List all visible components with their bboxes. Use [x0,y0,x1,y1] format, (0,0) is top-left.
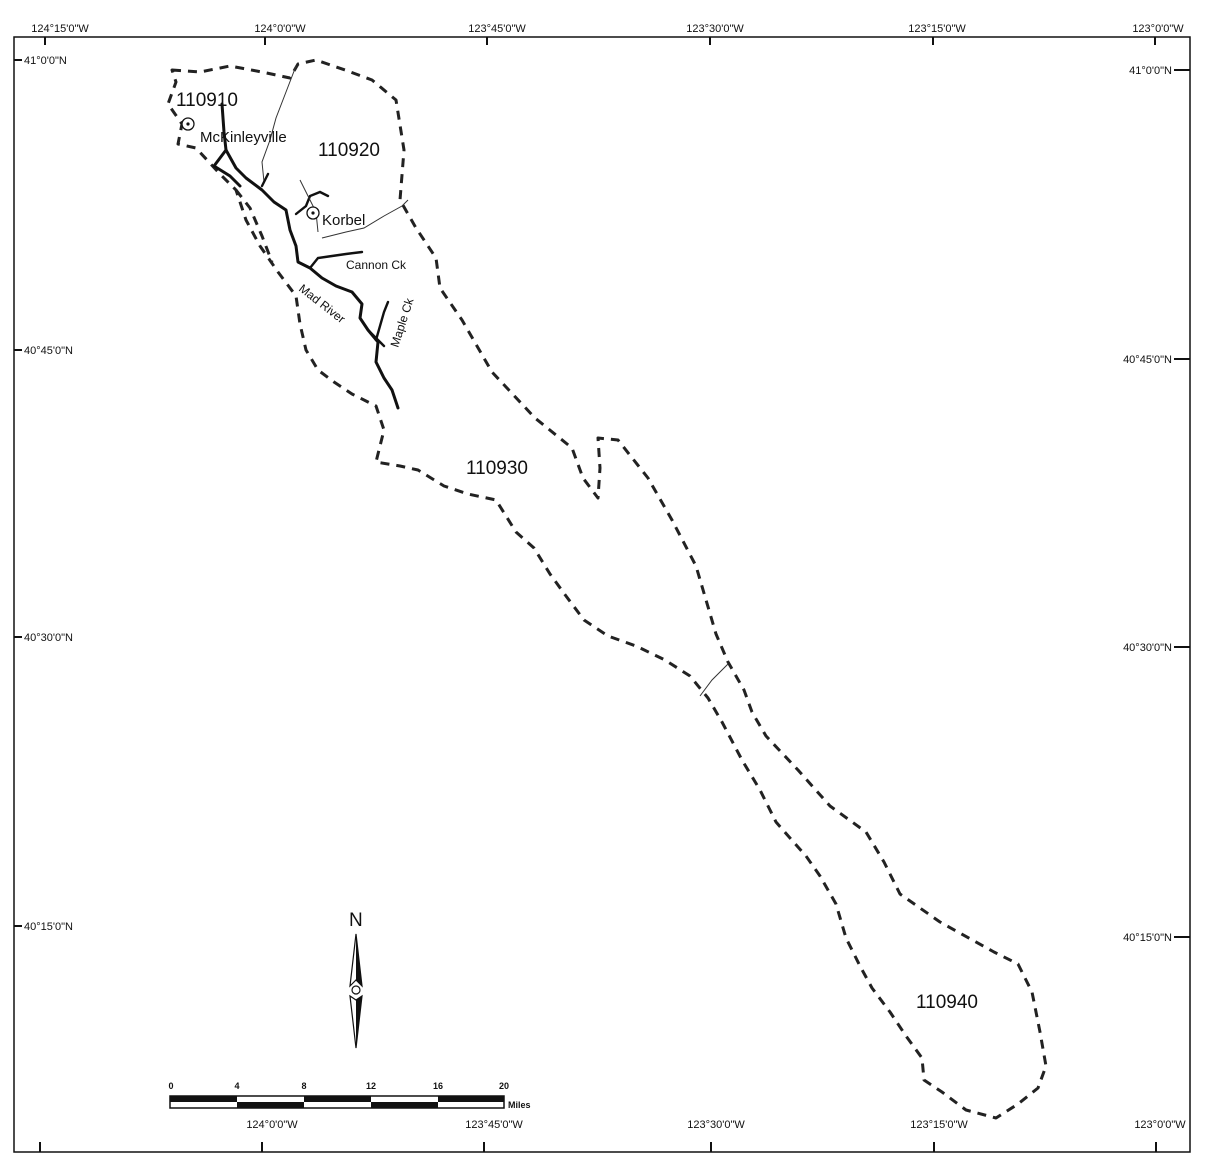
watershed-divide [699,663,729,697]
top-lon-label: 124°15'0"W [31,23,89,35]
north-fork-mad-river [294,190,330,216]
subbasin-boundary [234,189,274,263]
top-longitude-axis: 124°15'0"W 124°0'0"W 123°45'0"W 123°30'0… [31,23,1184,45]
left-lat-label: 41°0'0"N [24,55,67,67]
left-lat-label: 40°15'0"N [24,921,73,933]
tributary-stream [366,328,386,348]
right-latitude-axis: 41°0'0"N 40°45'0"N 40°30'0"N 40°15'0"N [1123,65,1190,944]
watershed-label-110920: 110920 [318,140,380,161]
scale-unit-label: Miles [508,1100,531,1110]
north-arrow: N [349,910,363,1049]
left-latitude-axis: 41°0'0"N 40°45'0"N 40°30'0"N 40°15'0"N [14,55,73,933]
bottom-lon-label: 123°15'0"W [910,1119,968,1131]
scale-tick-label: 20 [499,1081,509,1091]
map-frame [13,36,1191,1153]
thin-stream [299,179,319,233]
mckinleyville-marker [181,117,195,131]
scale-tick-label: 12 [366,1081,376,1091]
watershed-label-110910: 110910 [176,90,238,111]
watershed-label-110940: 110940 [916,992,978,1013]
bottom-longitude-axis: 124°0'0"W 123°45'0"W 123°30'0"W 123°15'0… [39,1119,1186,1152]
watershed-divide [261,65,297,183]
watershed-outer-boundary [166,58,1048,1120]
scale-bar: 0 4 8 12 16 20 Miles [168,1081,530,1110]
watershed-divide [321,199,409,239]
right-lat-label: 40°15'0"N [1123,932,1172,944]
north-arrow-label: N [349,910,363,931]
top-lon-label: 123°0'0"W [1132,23,1184,35]
right-lat-label: 40°30'0"N [1123,642,1172,654]
top-lon-label: 123°15'0"W [908,23,966,35]
left-lat-label: 40°45'0"N [24,345,73,357]
watershed-label-110930: 110930 [466,458,528,479]
top-lon-label: 124°0'0"W [254,23,306,35]
scale-tick-label: 8 [301,1081,306,1091]
place-label-korbel: Korbel [322,212,365,229]
scale-tick-label: 4 [234,1081,239,1091]
tributary-stream [260,172,270,188]
bottom-lon-label: 123°30'0"W [687,1119,745,1131]
bottom-lon-label: 123°0'0"W [1134,1119,1186,1131]
right-lat-label: 40°45'0"N [1123,354,1172,366]
cannon-creek [308,250,364,270]
stream-label-cannon-ck: Cannon Ck [346,258,407,272]
maple-creek [374,300,390,342]
bottom-lon-label: 123°45'0"W [465,1119,523,1131]
bottom-lon-label: 124°0'0"W [246,1119,298,1131]
scale-tick-label: 16 [433,1081,443,1091]
place-label-mckinleyville: McKinleyville [200,129,287,146]
left-lat-label: 40°30'0"N [24,632,73,644]
scale-tick-label: 0 [168,1081,173,1091]
right-lat-label: 41°0'0"N [1129,65,1172,77]
mad-river-lower [212,148,242,188]
top-lon-label: 123°45'0"W [468,23,526,35]
korbel-marker [306,206,320,220]
stream-label-maple-ck: Maple Ck [388,295,417,348]
top-lon-label: 123°30'0"W [686,23,744,35]
